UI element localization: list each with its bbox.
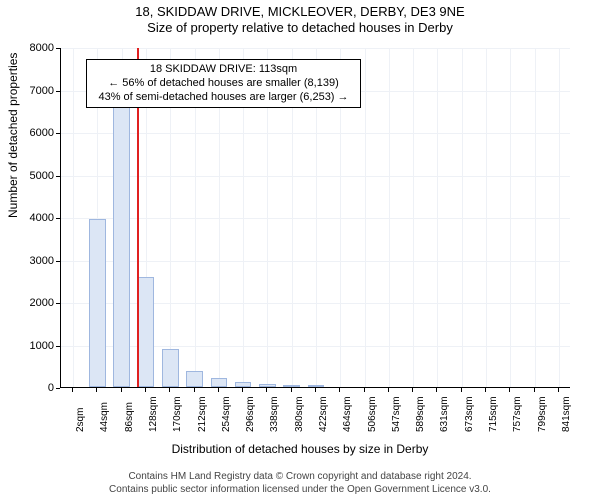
- ytick-mark: [56, 303, 60, 304]
- xtick-mark: [169, 388, 170, 392]
- ytick-label: 8000: [14, 42, 54, 54]
- chart-container: 18, SKIDDAW DRIVE, MICKLEOVER, DERBY, DE…: [0, 0, 600, 500]
- xtick-label: 631sqm: [439, 396, 450, 432]
- bar: [138, 277, 155, 388]
- annotation-line-3: 43% of semi-detached houses are larger (…: [93, 91, 354, 105]
- ytick-mark: [56, 133, 60, 134]
- ytick-mark: [56, 218, 60, 219]
- xtick-mark: [291, 388, 292, 392]
- footer-line-1: Contains HM Land Registry data © Crown c…: [0, 471, 600, 484]
- title-line-2: Size of property relative to detached ho…: [0, 20, 600, 36]
- xtick-mark: [436, 388, 437, 392]
- gridline-v: [510, 48, 511, 387]
- xtick-label: 254sqm: [221, 396, 232, 432]
- ytick-label: 7000: [14, 85, 54, 97]
- gridline-v: [462, 48, 463, 387]
- xtick-label: 547sqm: [391, 396, 402, 432]
- ytick-mark: [56, 388, 60, 389]
- ytick-mark: [56, 91, 60, 92]
- xtick-mark: [534, 388, 535, 392]
- xtick-mark: [194, 388, 195, 392]
- xtick-label: 464sqm: [342, 396, 353, 432]
- xtick-mark: [364, 388, 365, 392]
- xtick-mark: [145, 388, 146, 392]
- ytick-label: 4000: [14, 212, 54, 224]
- xtick-mark: [509, 388, 510, 392]
- xtick-label: 799sqm: [537, 396, 548, 432]
- annotation-line-2: ← 56% of detached houses are smaller (8,…: [93, 77, 354, 91]
- bar: [113, 94, 130, 387]
- xtick-mark: [242, 388, 243, 392]
- xtick-mark: [315, 388, 316, 392]
- xtick-mark: [266, 388, 267, 392]
- xtick-label: 44sqm: [99, 402, 110, 432]
- ytick-label: 6000: [14, 127, 54, 139]
- bar: [186, 371, 203, 387]
- bar: [308, 385, 325, 387]
- title-block: 18, SKIDDAW DRIVE, MICKLEOVER, DERBY, DE…: [0, 4, 600, 37]
- gridline-v: [73, 48, 74, 387]
- gridline-v: [486, 48, 487, 387]
- xtick-label: 757sqm: [512, 396, 523, 432]
- xtick-mark: [485, 388, 486, 392]
- xtick-mark: [339, 388, 340, 392]
- annotation-box: 18 SKIDDAW DRIVE: 113sqm ← 56% of detach…: [86, 59, 361, 108]
- title-line-1: 18, SKIDDAW DRIVE, MICKLEOVER, DERBY, DE…: [0, 4, 600, 20]
- ytick-label: 5000: [14, 170, 54, 182]
- xtick-label: 170sqm: [172, 396, 183, 432]
- bar: [89, 219, 106, 387]
- xtick-label: 673sqm: [464, 396, 475, 432]
- xtick-label: 380sqm: [294, 396, 305, 432]
- ytick-label: 2000: [14, 297, 54, 309]
- gridline-v: [413, 48, 414, 387]
- xtick-mark: [218, 388, 219, 392]
- footer-line-2: Contains public sector information licen…: [0, 484, 600, 497]
- xtick-label: 422sqm: [318, 396, 329, 432]
- bar: [235, 382, 252, 387]
- bar: [162, 349, 179, 387]
- xtick-label: 841sqm: [561, 396, 572, 432]
- ytick-mark: [56, 48, 60, 49]
- ytick-label: 1000: [14, 340, 54, 352]
- ytick-label: 3000: [14, 255, 54, 267]
- xtick-label: 212sqm: [197, 396, 208, 432]
- xtick-label: 506sqm: [367, 396, 378, 432]
- gridline-v: [535, 48, 536, 387]
- xtick-label: 296sqm: [245, 396, 256, 432]
- bar: [283, 385, 300, 387]
- xtick-mark: [558, 388, 559, 392]
- xtick-label: 589sqm: [415, 396, 426, 432]
- xtick-mark: [121, 388, 122, 392]
- gridline-v: [365, 48, 366, 387]
- gridline-v: [437, 48, 438, 387]
- xtick-label: 2sqm: [75, 408, 86, 432]
- gridline-v: [559, 48, 560, 387]
- xtick-mark: [72, 388, 73, 392]
- xtick-label: 128sqm: [148, 396, 159, 432]
- xtick-mark: [96, 388, 97, 392]
- ytick-mark: [56, 261, 60, 262]
- xtick-mark: [412, 388, 413, 392]
- bar: [259, 384, 276, 387]
- ytick-label: 0: [14, 382, 54, 394]
- xtick-label: 86sqm: [124, 402, 135, 432]
- xtick-mark: [388, 388, 389, 392]
- xtick-mark: [461, 388, 462, 392]
- ytick-mark: [56, 176, 60, 177]
- annotation-line-1: 18 SKIDDAW DRIVE: 113sqm: [93, 63, 354, 77]
- bar: [211, 378, 228, 387]
- ytick-mark: [56, 346, 60, 347]
- xtick-label: 715sqm: [488, 396, 499, 432]
- xtick-label: 338sqm: [269, 396, 280, 432]
- x-axis-label: Distribution of detached houses by size …: [0, 442, 600, 456]
- footer: Contains HM Land Registry data © Crown c…: [0, 471, 600, 496]
- gridline-v: [389, 48, 390, 387]
